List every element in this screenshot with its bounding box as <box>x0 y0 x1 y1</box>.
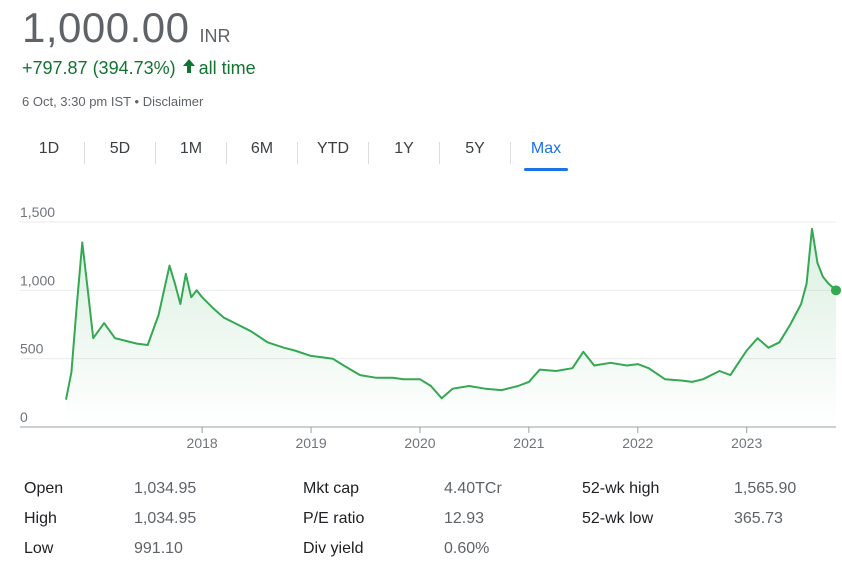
tab-divider <box>368 141 369 164</box>
tab-max[interactable]: Max <box>511 134 581 171</box>
x-tick-label: 2022 <box>622 435 653 451</box>
stat-value: 1,034.95 <box>134 510 197 527</box>
x-tick-label: 2021 <box>513 435 544 451</box>
stat-label: Div yield <box>303 540 364 557</box>
stat-value: 1,565.90 <box>734 480 797 497</box>
price-line <box>65 227 837 400</box>
currency-label: INR <box>199 26 231 46</box>
change-period: all time <box>198 58 256 78</box>
y-tick-label: 500 <box>20 341 44 357</box>
tab-divider <box>510 141 511 164</box>
current-price: 1,000.00 <box>22 4 190 51</box>
price-change: +797.87 (394.73%) <box>22 58 176 78</box>
price-change-row: +797.87 (394.73%) all time <box>22 58 256 79</box>
stat-value: 1,034.95 <box>134 480 197 497</box>
stat-label: 52-wk high <box>582 480 660 497</box>
tab-6m[interactable]: 6M <box>250 140 274 157</box>
stat-value: 365.73 <box>734 510 783 527</box>
tab-ytd[interactable]: YTD <box>317 140 349 157</box>
x-tick-label: 2023 <box>731 435 762 451</box>
price-chart[interactable]: 0 500 1,000 1,500 2018 2019 2020 2021 2022 2023 <box>0 200 842 465</box>
stat-label: Mkt cap <box>303 480 360 497</box>
stat-value: 12.93 <box>444 510 485 527</box>
tab-5y[interactable]: 5Y <box>465 140 485 157</box>
tab-1y[interactable]: 1Y <box>394 140 414 157</box>
tab-1m[interactable]: 1M <box>179 140 203 157</box>
tab-divider <box>226 141 227 164</box>
stat-value: 0.60% <box>444 540 490 557</box>
tab-5d[interactable]: 5D <box>109 140 131 157</box>
price-row: 1,000.00 INR <box>22 4 231 52</box>
tab-divider <box>439 141 440 164</box>
arrow-up-icon <box>182 58 196 79</box>
tab-1d[interactable]: 1D <box>38 140 60 157</box>
x-tick-label: 2019 <box>295 435 326 451</box>
stat-label: Low <box>24 540 54 557</box>
timestamp: 6 Oct, 3:30 pm IST <box>22 94 131 109</box>
stat-value: 4.40TCr <box>444 480 502 497</box>
stat-label: P/E ratio <box>303 510 365 527</box>
x-tick-label: 2018 <box>187 435 218 451</box>
range-tabs: 1D 5D 1M 6M YTD 1Y 5Y Max <box>14 134 581 171</box>
tab-divider <box>84 141 85 164</box>
tab-divider <box>155 141 156 164</box>
stat-label: High <box>24 510 57 527</box>
y-tick-label: 1,000 <box>20 272 55 288</box>
quote-meta: 6 Oct, 3:30 pm IST • Disclaimer <box>22 94 203 109</box>
disclaimer-link[interactable]: Disclaimer <box>142 94 204 109</box>
x-tick-label: 2020 <box>404 435 435 451</box>
y-tick-label: 1,500 <box>20 204 55 220</box>
current-price-marker <box>831 285 841 296</box>
y-tick-label: 0 <box>20 409 28 425</box>
stat-value: 991.10 <box>134 540 183 557</box>
price-area-fill <box>66 228 836 427</box>
stat-label: Open <box>24 480 64 497</box>
meta-separator: • <box>134 94 140 109</box>
stat-label: 52-wk low <box>582 510 654 527</box>
tab-divider <box>297 141 298 164</box>
